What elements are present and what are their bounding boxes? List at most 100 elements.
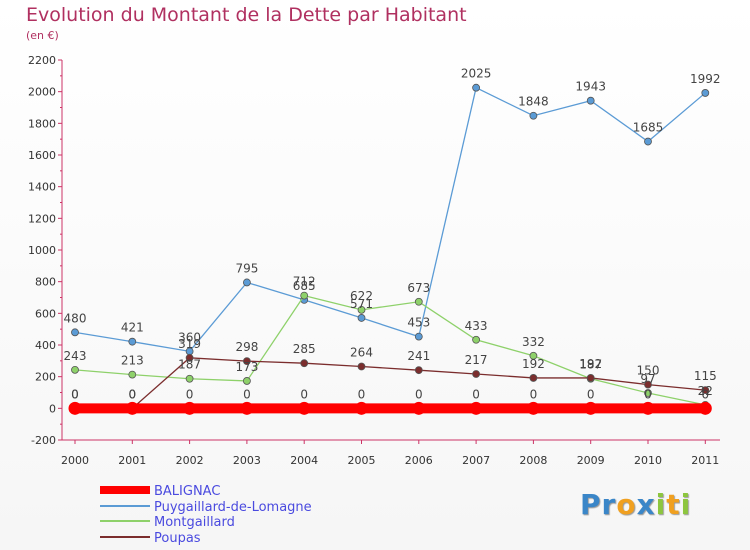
y-tick-label: 0 <box>49 402 56 415</box>
data-point <box>414 366 423 375</box>
data-label: 1848 <box>518 95 549 109</box>
data-point <box>414 297 423 306</box>
data-label: 571 <box>350 297 373 311</box>
y-tick-label: 600 <box>35 307 56 320</box>
logo-letter: i <box>655 488 667 521</box>
data-label: 241 <box>407 349 430 363</box>
data-point <box>242 377 251 385</box>
data-label: 1943 <box>575 80 606 94</box>
data-label: 0 <box>186 387 194 401</box>
y-tick-label: 2000 <box>28 86 56 99</box>
data-point <box>472 370 481 378</box>
x-tick-label: 2009 <box>577 454 605 467</box>
data-label: 1992 <box>690 72 721 86</box>
data-label: 0 <box>358 387 366 401</box>
data-point <box>701 89 710 97</box>
x-tick-label: 2008 <box>519 454 547 467</box>
y-tick-label: 2200 <box>28 54 56 67</box>
data-label: 0 <box>300 387 308 401</box>
legend-label: Poupas <box>154 531 201 546</box>
legend-label: Puygaillard-de-Lomagne <box>154 500 312 515</box>
data-point <box>68 401 82 415</box>
data-point <box>357 362 366 371</box>
data-point <box>128 337 137 346</box>
data-label: 150 <box>637 364 660 378</box>
data-label: 0 <box>415 387 423 401</box>
data-label: 360 <box>178 330 201 344</box>
data-label: 22 <box>698 384 713 398</box>
data-label: 0 <box>71 387 79 401</box>
data-label: 298 <box>235 340 258 354</box>
data-label: 285 <box>293 342 316 356</box>
x-tick-label: 2002 <box>176 454 204 467</box>
data-label: 712 <box>293 275 316 289</box>
data-point <box>414 332 423 341</box>
y-tick-label: 1000 <box>28 244 56 257</box>
x-tick-label: 2000 <box>61 454 89 467</box>
data-label: 332 <box>522 335 545 349</box>
data-point <box>185 353 194 362</box>
data-point <box>472 83 481 92</box>
data-point <box>300 291 309 300</box>
x-tick-label: 2003 <box>233 454 261 467</box>
legend-label: BALIGNAC <box>154 484 220 499</box>
y-tick-label: 200 <box>35 371 56 384</box>
data-point <box>71 328 79 337</box>
x-tick-label: 2001 <box>118 454 146 467</box>
data-label: 673 <box>407 281 430 295</box>
data-point <box>242 357 251 366</box>
series-line <box>74 86 706 353</box>
data-label: 217 <box>465 353 488 367</box>
data-label: 421 <box>121 321 144 335</box>
x-tick-label: 2010 <box>634 454 662 467</box>
data-label: 2025 <box>461 67 492 81</box>
y-tick-label: 400 <box>35 339 56 352</box>
data-label: 0 <box>243 387 251 401</box>
data-point <box>125 401 139 415</box>
logo-letter: r <box>601 488 617 521</box>
data-point <box>242 278 251 287</box>
data-label: 319 <box>178 337 201 351</box>
data-point <box>644 380 652 389</box>
data-label: 187 <box>579 358 602 372</box>
data-point <box>529 374 538 382</box>
data-point <box>412 401 426 415</box>
data-label: 0 <box>128 387 136 401</box>
chart-subtitle: (en €) <box>26 29 59 42</box>
x-tick-label: 2004 <box>290 454 318 467</box>
data-label: 173 <box>235 360 258 374</box>
y-tick-label: 1600 <box>28 149 56 162</box>
logo-letter: P <box>580 488 602 521</box>
y-tick-label: 1400 <box>28 181 56 194</box>
data-point <box>183 401 197 415</box>
data-label: 453 <box>407 316 430 330</box>
data-label: 0 <box>530 387 538 401</box>
data-point <box>472 335 481 344</box>
data-label: 192 <box>579 357 602 371</box>
data-label: 187 <box>178 358 201 372</box>
x-tick-label: 2005 <box>348 454 376 467</box>
data-point <box>698 401 712 415</box>
data-point <box>240 401 254 415</box>
data-point <box>586 374 595 382</box>
logo-letter: i <box>680 488 692 521</box>
data-point <box>644 137 652 146</box>
data-point <box>584 401 598 415</box>
data-label: 0 <box>644 387 652 401</box>
data-label: 795 <box>235 261 258 275</box>
data-point <box>357 314 366 322</box>
data-point <box>701 386 710 395</box>
data-label: 622 <box>350 289 373 303</box>
data-point <box>586 96 595 105</box>
data-point <box>71 365 79 374</box>
data-point <box>128 370 137 379</box>
data-point <box>355 401 368 415</box>
data-point <box>185 374 194 383</box>
x-tick-label: 2007 <box>462 454 490 467</box>
data-label: 433 <box>465 319 488 333</box>
data-label: 480 <box>64 311 87 325</box>
data-label: 0 <box>128 387 136 401</box>
x-tick-label: 2006 <box>405 454 433 467</box>
data-point <box>469 401 483 415</box>
proxiti-logo: Proxiti <box>580 488 691 521</box>
